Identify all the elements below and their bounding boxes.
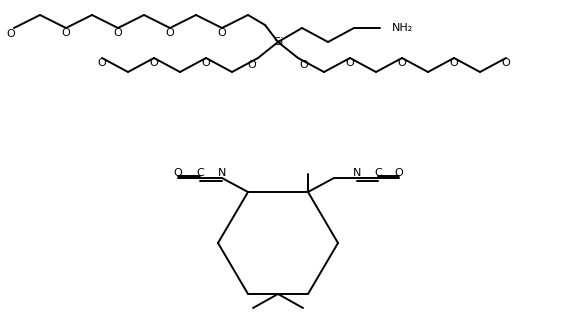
- Text: O: O: [218, 28, 227, 38]
- Text: O: O: [114, 28, 122, 38]
- Text: O: O: [173, 168, 182, 178]
- Text: O: O: [300, 60, 309, 70]
- Text: O: O: [201, 58, 210, 68]
- Text: C: C: [374, 168, 382, 178]
- Text: NH₂: NH₂: [392, 23, 413, 33]
- Text: O: O: [98, 58, 107, 68]
- Text: O: O: [62, 28, 70, 38]
- Text: O: O: [346, 58, 355, 68]
- Text: O: O: [502, 58, 511, 68]
- Text: Si: Si: [273, 37, 283, 47]
- Text: O: O: [150, 58, 158, 68]
- Text: O: O: [7, 29, 15, 39]
- Text: N: N: [353, 168, 361, 178]
- Text: O: O: [247, 60, 256, 70]
- Text: C: C: [196, 168, 204, 178]
- Text: O: O: [165, 28, 174, 38]
- Text: N: N: [218, 168, 226, 178]
- Text: O: O: [394, 168, 403, 178]
- Text: O: O: [449, 58, 458, 68]
- Text: O: O: [398, 58, 406, 68]
